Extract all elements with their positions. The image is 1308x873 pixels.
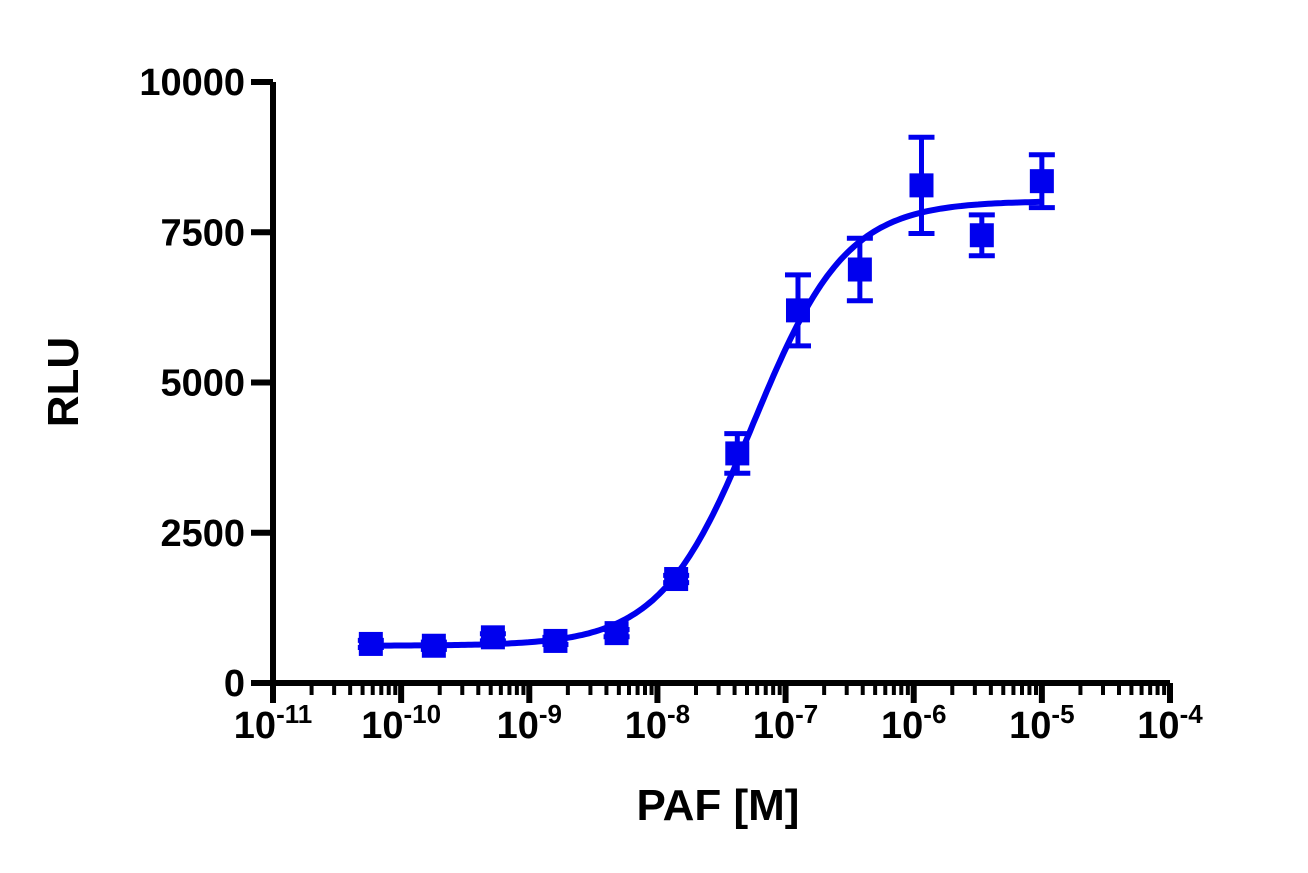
data-point — [420, 633, 447, 658]
plot-area — [357, 134, 1055, 658]
square-marker — [969, 223, 994, 248]
x-tick-label: 10-7 — [753, 699, 818, 747]
y-axis-label: RLU — [39, 337, 88, 427]
data-point — [1028, 152, 1055, 211]
square-marker — [543, 628, 568, 653]
x-tick-label: 10-9 — [497, 699, 562, 747]
square-marker — [725, 441, 750, 466]
y-tick-label: 5000 — [160, 363, 245, 405]
data-point — [479, 625, 506, 650]
x-tick-label: 10-10 — [361, 699, 441, 747]
square-marker — [785, 298, 810, 323]
y-tick-label: 2500 — [160, 513, 245, 555]
data-point — [784, 272, 811, 349]
x-axis-label: PAF [M] — [637, 781, 800, 830]
data-point — [603, 621, 630, 646]
data-point — [846, 235, 873, 304]
fit-curve — [370, 198, 1042, 649]
y-tick-label: 0 — [224, 663, 245, 705]
x-tick-label: 10-8 — [625, 699, 690, 747]
data-point — [357, 631, 384, 656]
square-marker — [604, 621, 629, 646]
square-marker — [421, 633, 446, 658]
x-tick-label: 10-11 — [234, 699, 312, 747]
data-point — [724, 431, 751, 476]
square-marker — [909, 173, 934, 198]
square-marker — [358, 631, 383, 656]
x-tick-label: 10-6 — [881, 699, 946, 747]
tick-labels: 0 2500 5000 7500 10000 10-11 10-10 10-9 10-8 10-7… — [139, 62, 1203, 747]
data-point — [542, 628, 569, 653]
square-marker — [480, 625, 505, 650]
square-marker — [847, 257, 872, 282]
x-tick-label: 10-5 — [1009, 699, 1074, 747]
square-marker — [1029, 169, 1054, 194]
x-tick-label: 10-4 — [1137, 699, 1203, 747]
data-point — [908, 134, 935, 236]
y-tick-label: 7500 — [160, 212, 245, 254]
data-point — [663, 567, 690, 592]
y-tick-label: 10000 — [139, 62, 245, 104]
square-marker — [664, 567, 689, 592]
data-point — [968, 212, 995, 259]
axes — [251, 79, 1173, 703]
